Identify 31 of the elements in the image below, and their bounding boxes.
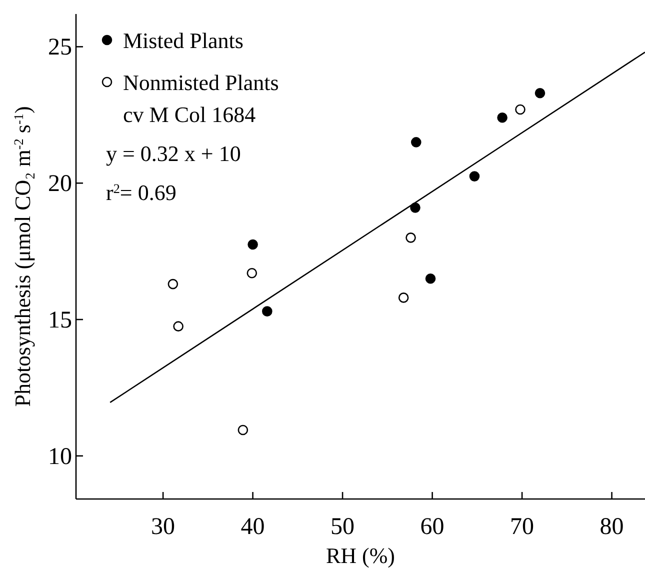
point — [262, 306, 272, 316]
x-tick-label: 60 — [420, 514, 444, 540]
point — [497, 112, 508, 123]
point — [425, 273, 436, 284]
point — [406, 232, 416, 243]
x-tick-label: 80 — [600, 514, 624, 540]
point — [248, 239, 258, 250]
annotation: y = 0.32 x + 10 — [106, 141, 241, 166]
point — [246, 268, 258, 278]
point — [515, 104, 526, 115]
y-tick-label: 15 — [48, 308, 72, 334]
x-tick-label: 30 — [151, 514, 176, 540]
x-tick-label: 40 — [240, 514, 265, 540]
point — [410, 137, 422, 148]
legend-label: Nonmisted Plants — [123, 70, 279, 95]
x-tick-label: 50 — [330, 514, 355, 540]
y-tick-label: 10 — [48, 444, 72, 470]
point — [534, 88, 546, 98]
legend-label: Misted Plants — [123, 28, 244, 53]
point — [238, 424, 248, 436]
point — [173, 321, 184, 332]
point — [398, 292, 409, 303]
annotation: cv M Col 1684 — [123, 102, 256, 127]
point — [168, 278, 178, 290]
point — [410, 202, 420, 213]
y-tick-label: 20 — [48, 171, 72, 198]
x-axis-title: RH (%) — [326, 543, 396, 568]
x-tick-label: 70 — [510, 514, 534, 540]
annotation: r$^{2}$= 0.69 — [106, 180, 176, 205]
y-tick-label: 25 — [48, 34, 72, 61]
point — [469, 171, 480, 182]
